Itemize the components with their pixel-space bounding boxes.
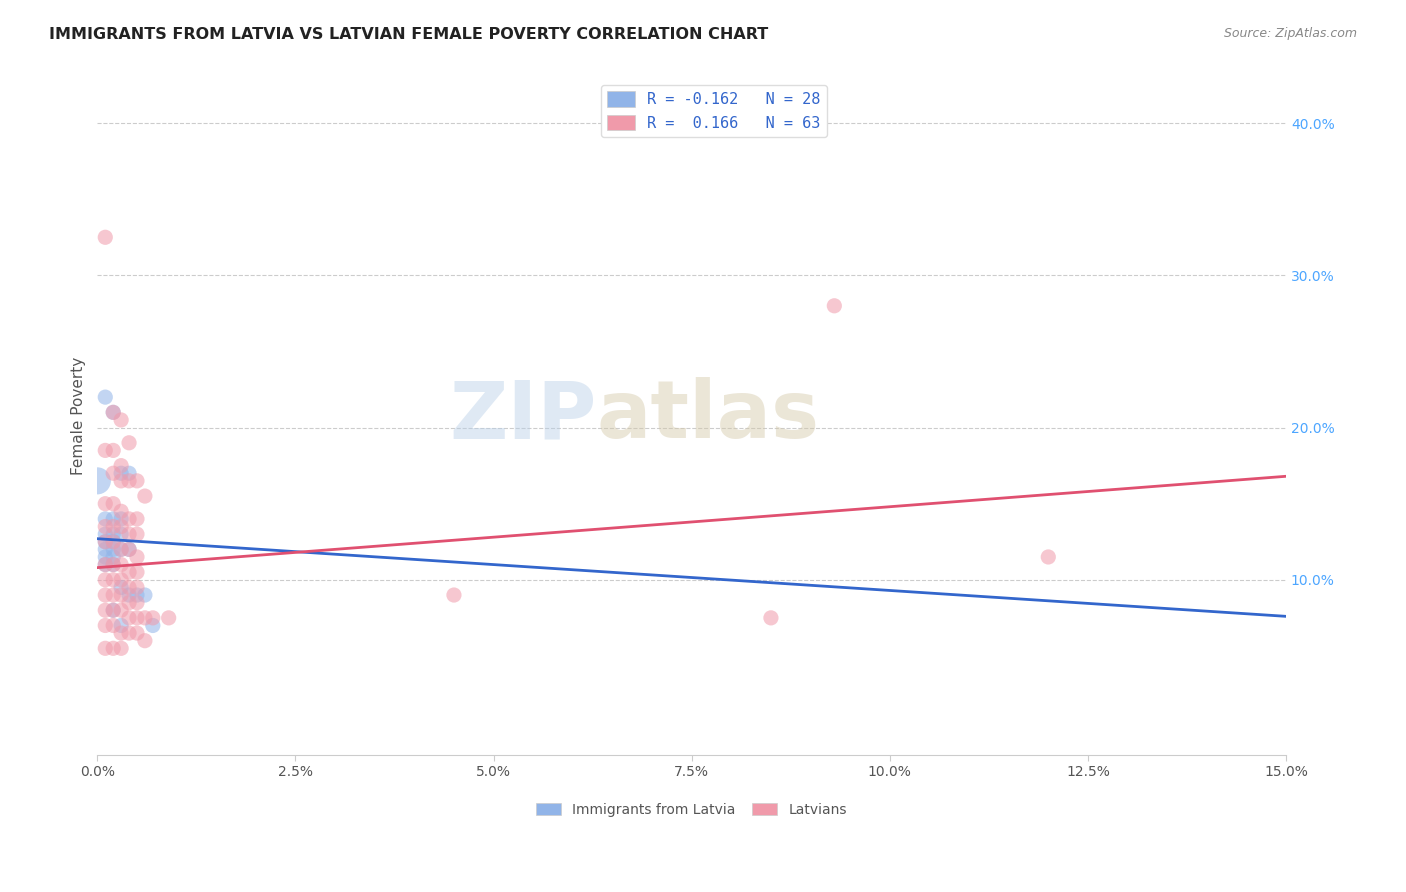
Point: [94, 641, 117, 656]
Text: IMMIGRANTS FROM LATVIA VS LATVIAN FEMALE POVERTY CORRELATION CHART: IMMIGRANTS FROM LATVIA VS LATVIAN FEMALE…: [49, 27, 769, 42]
Point: [94, 542, 117, 557]
Point: [118, 542, 141, 557]
Point: [103, 527, 125, 541]
Point: [103, 618, 125, 632]
Point: [103, 603, 125, 617]
Point: [103, 405, 125, 419]
Point: [103, 603, 125, 617]
Text: Source: ZipAtlas.com: Source: ZipAtlas.com: [1223, 27, 1357, 40]
Point: [125, 596, 148, 610]
Point: [110, 458, 132, 473]
Point: [94, 527, 117, 541]
Point: [142, 611, 165, 625]
Point: [103, 558, 125, 572]
Point: [94, 549, 117, 564]
Point: [94, 558, 117, 572]
Point: [103, 558, 125, 572]
Point: [118, 474, 141, 488]
Text: atlas: atlas: [596, 377, 820, 455]
Point: [103, 519, 125, 533]
Point: [157, 611, 180, 625]
Point: [86, 474, 108, 488]
Point: [118, 626, 141, 640]
Point: [125, 581, 148, 595]
Y-axis label: Female Poverty: Female Poverty: [72, 357, 86, 475]
Point: [125, 565, 148, 579]
Point: [125, 474, 148, 488]
Point: [94, 497, 117, 511]
Point: [110, 581, 132, 595]
Point: [94, 390, 117, 404]
Point: [103, 497, 125, 511]
Point: [103, 542, 125, 557]
Point: [110, 527, 132, 541]
Point: [103, 641, 125, 656]
Point: [110, 603, 132, 617]
Point: [125, 549, 148, 564]
Point: [94, 519, 117, 533]
Point: [134, 611, 156, 625]
Point: [110, 519, 132, 533]
Point: [823, 299, 845, 313]
Point: [110, 512, 132, 526]
Point: [759, 611, 782, 625]
Point: [125, 512, 148, 526]
Point: [103, 549, 125, 564]
Point: [118, 542, 141, 557]
Point: [134, 588, 156, 602]
Text: ZIP: ZIP: [450, 377, 596, 455]
Point: [134, 633, 156, 648]
Point: [134, 489, 156, 503]
Point: [110, 618, 132, 632]
Point: [110, 413, 132, 427]
Point: [110, 588, 132, 602]
Point: [110, 641, 132, 656]
Point: [118, 435, 141, 450]
Point: [118, 512, 141, 526]
Point: [94, 230, 117, 244]
Point: [110, 573, 132, 587]
Point: [94, 588, 117, 602]
Point: [443, 588, 465, 602]
Point: [103, 512, 125, 526]
Point: [142, 618, 165, 632]
Point: [110, 504, 132, 518]
Point: [110, 474, 132, 488]
Point: [94, 618, 117, 632]
Point: [103, 534, 125, 549]
Point: [110, 467, 132, 481]
Point: [110, 558, 132, 572]
Point: [118, 588, 141, 602]
Point: [94, 443, 117, 458]
Point: [103, 534, 125, 549]
Point: [94, 573, 117, 587]
Legend: Immigrants from Latvia, Latvians: Immigrants from Latvia, Latvians: [530, 797, 852, 822]
Point: [118, 527, 141, 541]
Point: [125, 626, 148, 640]
Point: [118, 467, 141, 481]
Point: [103, 405, 125, 419]
Point: [118, 565, 141, 579]
Point: [103, 573, 125, 587]
Point: [118, 581, 141, 595]
Point: [103, 588, 125, 602]
Point: [94, 558, 117, 572]
Point: [1038, 549, 1060, 564]
Point: [125, 611, 148, 625]
Point: [118, 611, 141, 625]
Point: [94, 603, 117, 617]
Point: [125, 588, 148, 602]
Point: [103, 467, 125, 481]
Point: [110, 542, 132, 557]
Point: [94, 534, 117, 549]
Point: [118, 596, 141, 610]
Point: [110, 542, 132, 557]
Point: [103, 443, 125, 458]
Point: [94, 512, 117, 526]
Point: [110, 626, 132, 640]
Point: [94, 534, 117, 549]
Point: [125, 527, 148, 541]
